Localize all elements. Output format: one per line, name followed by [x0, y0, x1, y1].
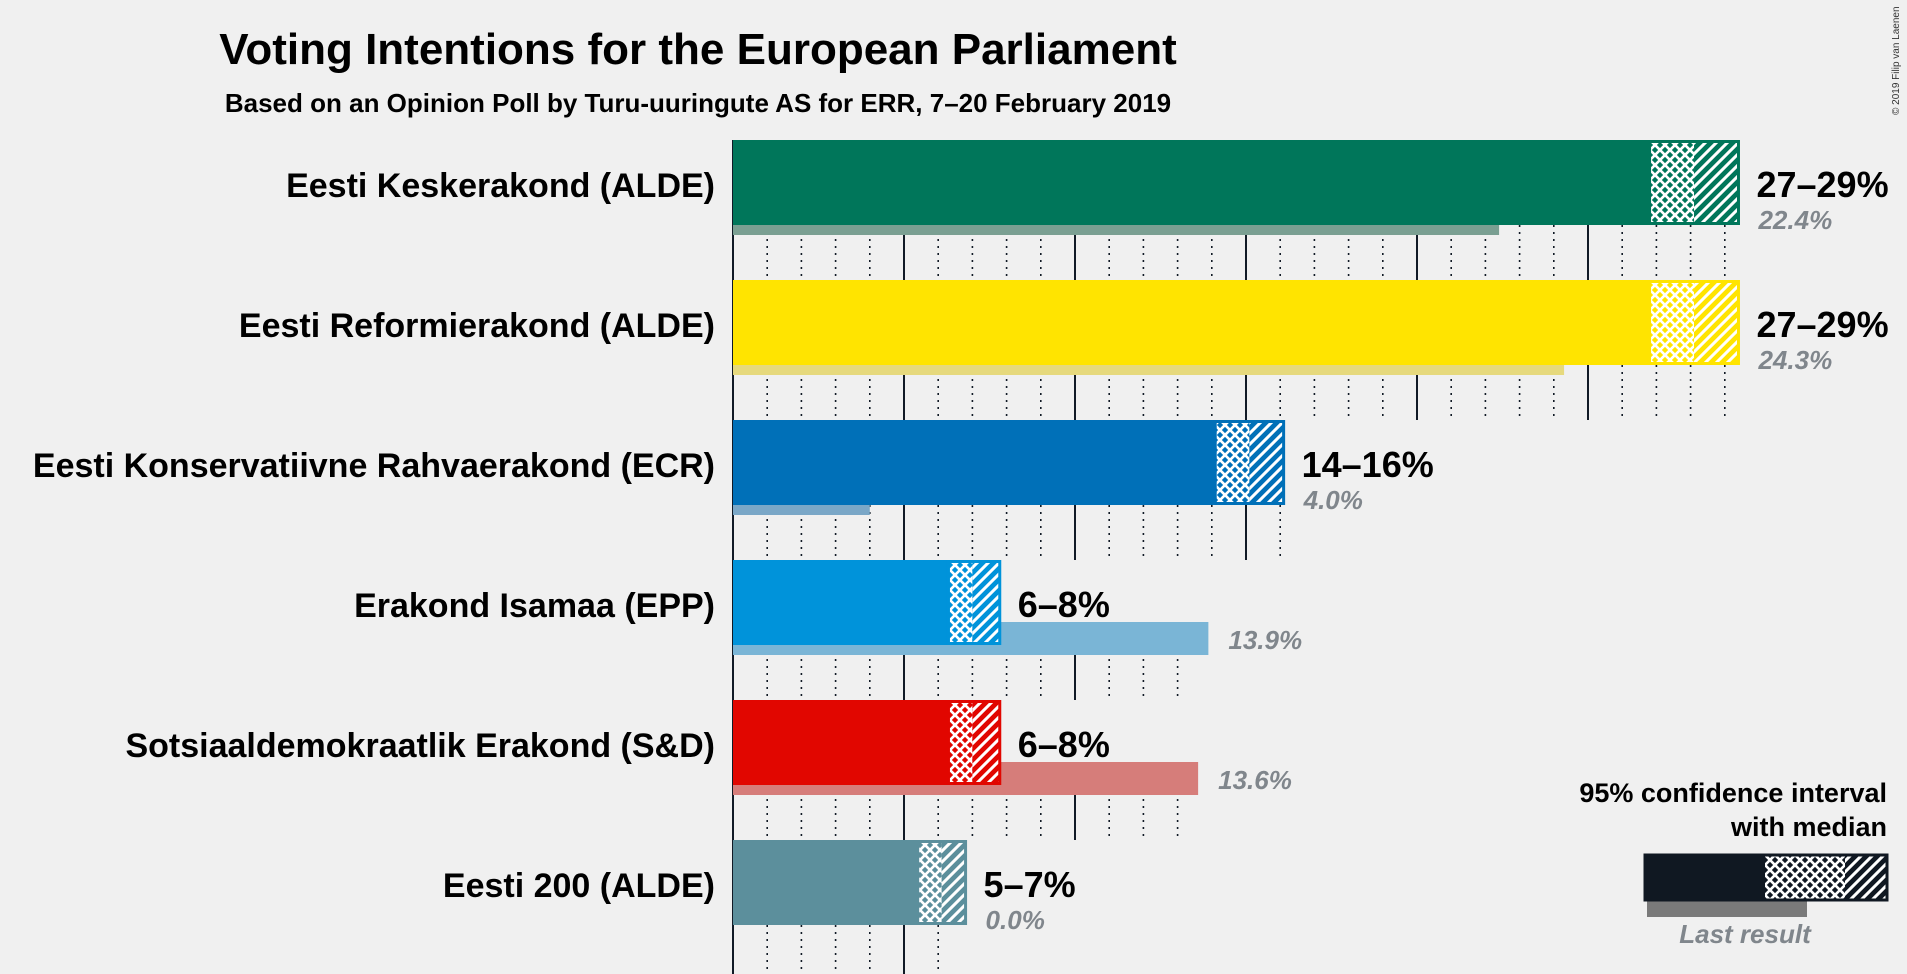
legend-ci-label-line2: with median: [1730, 812, 1887, 842]
last-result-label: 0.0%: [986, 905, 1045, 935]
bar: [733, 840, 918, 925]
party-row: Eesti 200 (ALDE) 5–7%0.0%: [443, 840, 1076, 935]
ci-upper-hatch: [1249, 420, 1284, 505]
legend-ci-label-line1: 95% confidence interval: [1579, 778, 1887, 808]
ci-lower-hatch: [948, 560, 973, 645]
ci-lower-hatch: [948, 700, 973, 785]
legend-last-result-label: Last result: [1679, 919, 1812, 949]
chart-subtitle: Based on an Opinion Poll by Turu-uuringu…: [225, 88, 1171, 118]
range-label: 27–29%: [1756, 164, 1888, 205]
copyright-note: © 2019 Filip van Laenen: [1891, 6, 1902, 115]
party-bars: Eesti Keskerakond (ALDE) 27–29%22.4%Eesti…: [33, 140, 1889, 935]
party-label: Eesti 200 (ALDE): [443, 867, 715, 905]
party-row: Sotsiaaldemokraatlik Erakond (S&D) 6–8% 13…: [125, 700, 1292, 795]
legend-bar-swatch: [1645, 855, 1765, 900]
ci-upper-hatch: [941, 840, 966, 925]
ci-outline: [946, 560, 1002, 645]
party-label: Eesti Keskerakond (ALDE): [286, 167, 715, 205]
last-result-label: 4.0%: [1303, 485, 1363, 515]
party-label: Eesti Konservatiivne Rahvaerakond (ECR): [33, 447, 715, 485]
party-row: Eesti Konservatiivne Rahvaerakond (ECR) 1…: [33, 420, 1434, 515]
ci-lower-hatch: [1215, 420, 1250, 505]
range-label: 5–7%: [984, 864, 1076, 905]
bar: [733, 700, 949, 785]
last-result-label: 13.6%: [1218, 765, 1292, 795]
ci-outline: [1648, 140, 1740, 225]
last-result-label: 22.4%: [1757, 205, 1832, 235]
party-label: Sotsiaaldemokraatlik Erakond (S&D): [125, 727, 715, 765]
ci-upper-hatch: [972, 700, 1000, 785]
ci-outline: [946, 700, 1002, 785]
party-row: Eesti Keskerakond (ALDE) 27–29%22.4%: [286, 140, 1889, 235]
ci-upper-hatch: [972, 560, 1000, 645]
ci-upper-hatch: [1694, 140, 1739, 225]
party-label: Erakond Isamaa (EPP): [354, 587, 715, 625]
bar: [733, 420, 1216, 505]
ci-lower-hatch: [1649, 140, 1695, 225]
party-label: Eesti Reformierakond (ALDE): [239, 307, 715, 345]
party-row: Eesti Reformierakond (ALDE) 27–29%24.3%: [239, 280, 1889, 375]
bar: [733, 560, 949, 645]
party-row: Erakond Isamaa (EPP) 6–8% 13.9%: [354, 560, 1302, 655]
ci-outline: [916, 840, 968, 925]
legend-ci-upper-hatch: [1845, 855, 1887, 900]
bar: [733, 280, 1650, 365]
range-label: 6–8%: [1018, 584, 1110, 625]
ci-lower-hatch: [917, 840, 942, 925]
chart-title: Voting Intentions for the European Parli…: [219, 25, 1177, 74]
ci-upper-hatch: [1694, 280, 1739, 365]
ci-outline: [1213, 420, 1286, 505]
range-label: 6–8%: [1018, 724, 1110, 765]
last-result-label: 24.3%: [1757, 345, 1832, 375]
ci-lower-hatch: [1649, 280, 1695, 365]
bar: [733, 140, 1650, 225]
legend-ci-outline: [1643, 853, 1889, 902]
range-label: 14–16%: [1302, 444, 1434, 485]
grid-lines: [732, 140, 1726, 974]
legend: 95% confidence interval with median Last…: [1579, 778, 1889, 949]
last-result-label: 13.9%: [1228, 625, 1302, 655]
legend-ci-lower-hatch: [1765, 855, 1845, 900]
range-label: 27–29%: [1756, 304, 1888, 345]
ci-outline: [1648, 280, 1740, 365]
